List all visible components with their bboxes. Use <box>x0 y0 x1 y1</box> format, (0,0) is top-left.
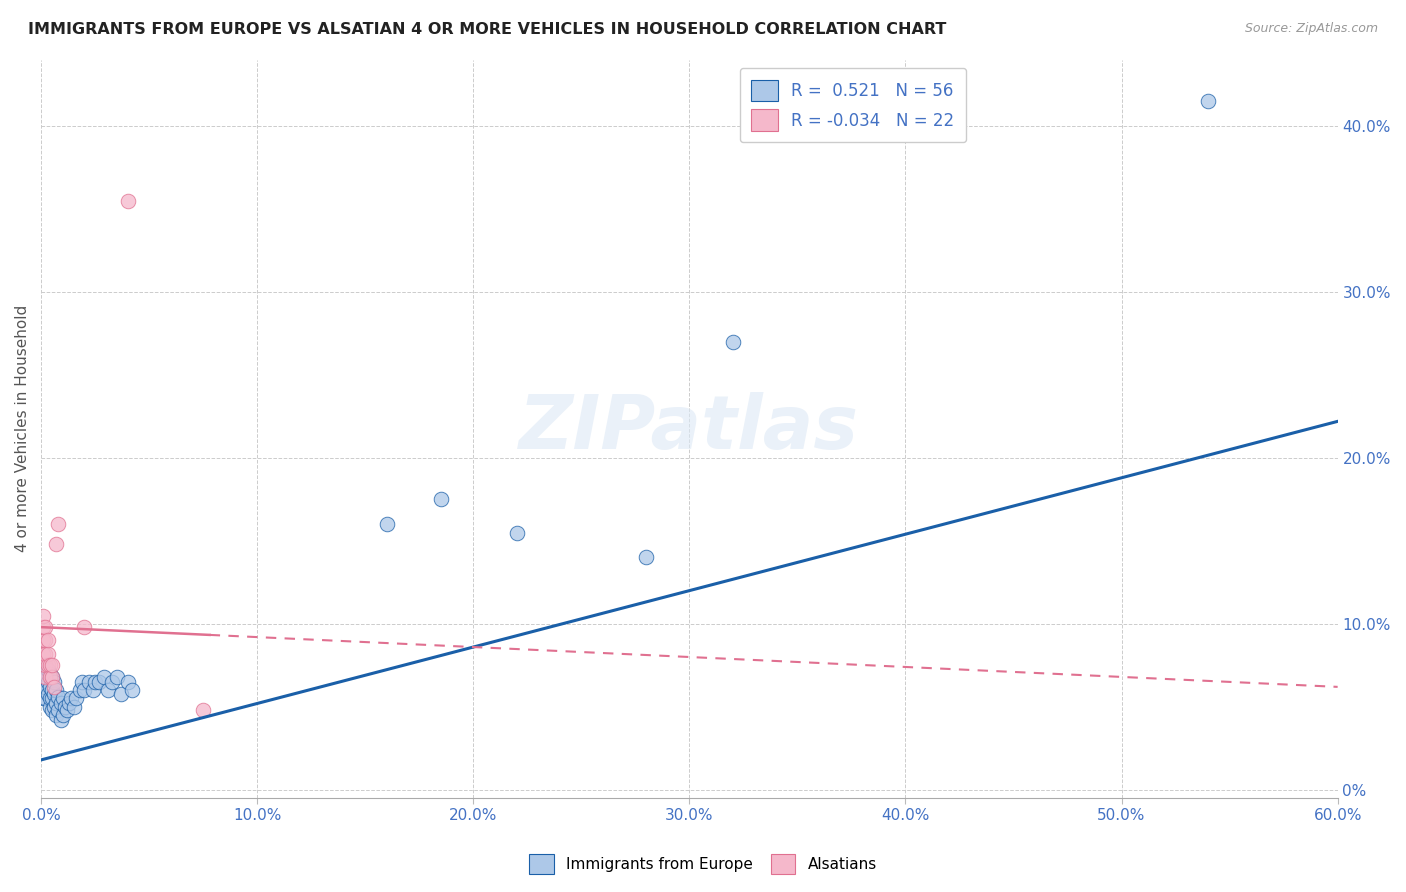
Point <box>73 620 96 634</box>
Point <box>37 674 59 689</box>
Point <box>45 708 67 723</box>
Point <box>41 670 63 684</box>
Point <box>117 194 139 208</box>
Point <box>38 699 60 714</box>
Point <box>110 686 132 700</box>
Point <box>34 633 56 648</box>
Point <box>41 670 63 684</box>
Point <box>38 658 60 673</box>
Point <box>101 674 124 689</box>
Point <box>636 550 658 565</box>
Point <box>93 670 115 684</box>
Point <box>37 647 59 661</box>
Point <box>42 699 65 714</box>
Point <box>56 703 79 717</box>
Point <box>1197 94 1219 108</box>
Point <box>37 658 59 673</box>
Point <box>77 674 100 689</box>
Point <box>97 683 120 698</box>
Point <box>430 492 453 507</box>
Point <box>41 703 63 717</box>
Point <box>45 683 67 698</box>
Point <box>70 674 93 689</box>
Point <box>105 670 128 684</box>
Point <box>121 683 143 698</box>
Point <box>52 708 75 723</box>
Point <box>42 680 65 694</box>
Point <box>42 674 65 689</box>
Point <box>37 663 59 677</box>
Point <box>49 713 72 727</box>
Point <box>34 680 56 694</box>
Y-axis label: 4 or more Vehicles in Household: 4 or more Vehicles in Household <box>15 305 30 552</box>
Point <box>48 517 70 532</box>
Text: IMMIGRANTS FROM EUROPE VS ALSATIAN 4 OR MORE VEHICLES IN HOUSEHOLD CORRELATION C: IMMIGRANTS FROM EUROPE VS ALSATIAN 4 OR … <box>28 22 946 37</box>
Point <box>34 658 56 673</box>
Point <box>37 686 59 700</box>
Text: ZIPatlas: ZIPatlas <box>519 392 859 466</box>
Point <box>53 699 76 714</box>
Point <box>32 683 55 698</box>
Point <box>48 690 70 704</box>
Point <box>38 691 60 706</box>
Point <box>37 633 59 648</box>
Point <box>32 691 55 706</box>
Point <box>32 620 55 634</box>
Point <box>117 674 139 689</box>
Point <box>42 686 65 700</box>
Point <box>65 691 87 706</box>
Point <box>32 633 55 648</box>
Point <box>69 683 91 698</box>
Point <box>84 674 107 689</box>
Point <box>58 697 80 711</box>
Point <box>38 666 60 681</box>
Point <box>60 691 83 706</box>
Point <box>89 674 111 689</box>
Point <box>41 691 63 706</box>
Legend: Immigrants from Europe, Alsatians: Immigrants from Europe, Alsatians <box>523 848 883 880</box>
Point <box>193 703 215 717</box>
Point <box>34 620 56 634</box>
Point <box>34 670 56 684</box>
Point <box>41 658 63 673</box>
Point <box>721 334 744 349</box>
Point <box>45 537 67 551</box>
Point <box>49 697 72 711</box>
Point <box>34 658 56 673</box>
Point <box>82 683 104 698</box>
Point <box>32 608 55 623</box>
Point <box>32 647 55 661</box>
Point <box>32 670 55 684</box>
Point <box>52 691 75 706</box>
Point <box>505 525 527 540</box>
Point <box>48 703 70 717</box>
Text: Source: ZipAtlas.com: Source: ZipAtlas.com <box>1244 22 1378 36</box>
Point <box>375 517 398 532</box>
Point <box>34 666 56 681</box>
Point <box>38 680 60 694</box>
Point <box>34 647 56 661</box>
Point <box>62 699 84 714</box>
Point <box>45 697 67 711</box>
Point <box>34 691 56 706</box>
Legend: R =  0.521   N = 56, R = -0.034   N = 22: R = 0.521 N = 56, R = -0.034 N = 22 <box>740 68 966 143</box>
Point <box>73 683 96 698</box>
Point <box>38 670 60 684</box>
Point <box>41 683 63 698</box>
